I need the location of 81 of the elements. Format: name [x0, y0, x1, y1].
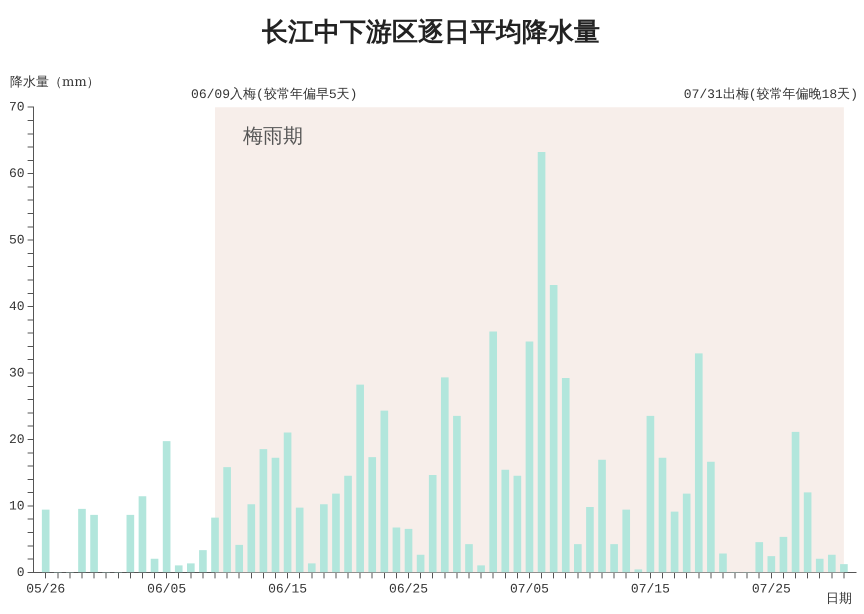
y-tick-label: 10: [8, 498, 25, 514]
text: 07/31出梅(较常年偏晚18天): [684, 87, 858, 102]
bar: [694, 353, 703, 572]
band-label: 梅雨期: [242, 123, 304, 148]
bar: [501, 470, 510, 572]
bar: [368, 457, 376, 572]
bar: [586, 506, 594, 572]
bar: [78, 508, 86, 572]
x-tick-label: 07/05: [510, 582, 549, 597]
y-axis-title: 降水量（mm）: [10, 75, 100, 90]
bar: [840, 564, 848, 572]
x-tick-label: 06/25: [389, 582, 428, 597]
bar: [272, 458, 280, 572]
bar: [42, 510, 50, 572]
bar: [646, 416, 654, 572]
bar: [247, 504, 256, 572]
bar: [792, 432, 800, 572]
bar: [138, 496, 146, 572]
y-tick-label: 0: [16, 564, 25, 580]
bar: [780, 536, 788, 572]
bar: [174, 565, 183, 572]
bar: [380, 410, 388, 572]
bar: [755, 542, 764, 572]
bar: [332, 494, 340, 572]
text: 06/09入梅(较常年偏早5天): [191, 87, 358, 102]
bar: [707, 462, 715, 572]
bar: [211, 518, 219, 572]
bar: [610, 544, 618, 572]
bar: [284, 432, 292, 572]
bar: [186, 563, 195, 572]
bar: [260, 449, 268, 572]
bar: [538, 152, 546, 572]
bar: [199, 550, 207, 572]
bar: [308, 563, 316, 572]
bar: [416, 554, 424, 572]
bar: [816, 558, 824, 572]
bar: [658, 458, 666, 572]
bar: [550, 284, 558, 572]
y-tick-label: 50: [8, 232, 25, 248]
bar: [320, 504, 328, 572]
bar: [344, 476, 352, 572]
bar: [235, 544, 244, 572]
y-tick-label: 40: [8, 299, 25, 314]
y-tick-label: 70: [8, 100, 25, 115]
bar: [90, 514, 98, 572]
x-tick-label: 06/15: [268, 582, 308, 597]
bar: [670, 512, 678, 572]
bar: [404, 528, 412, 572]
bar: [440, 377, 449, 572]
chart-title: 长江中下游区逐日平均降水量: [261, 17, 600, 48]
bar: [514, 476, 522, 572]
bar: [477, 565, 485, 572]
x-tick-label: 06/05: [147, 582, 186, 597]
bar: [682, 494, 691, 572]
bar: [223, 467, 231, 572]
x-tick-label: 07/15: [630, 582, 670, 597]
bar: [719, 553, 727, 572]
x-axis-title: 日期: [826, 591, 852, 606]
y-tick-label: 20: [8, 432, 25, 447]
x-tick-label: 07/25: [752, 582, 791, 597]
bar: [126, 514, 134, 572]
bar: [428, 475, 437, 572]
bar: [296, 508, 304, 572]
bar: [453, 416, 461, 572]
bar: [356, 384, 364, 572]
bar: [526, 341, 534, 572]
bar: [162, 441, 170, 572]
bar: [465, 544, 473, 572]
bar: [392, 528, 400, 572]
bar: [598, 460, 606, 572]
bar: [622, 510, 630, 572]
y-tick-label: 60: [8, 166, 25, 182]
bar: [828, 554, 836, 572]
bar: [574, 544, 582, 572]
bar: [489, 331, 498, 572]
bar: [150, 558, 158, 572]
bar: [768, 556, 776, 572]
y-tick-label: 30: [8, 365, 25, 380]
x-tick-label: 05/26: [26, 582, 66, 597]
bar: [562, 378, 570, 572]
bar: [804, 492, 812, 572]
